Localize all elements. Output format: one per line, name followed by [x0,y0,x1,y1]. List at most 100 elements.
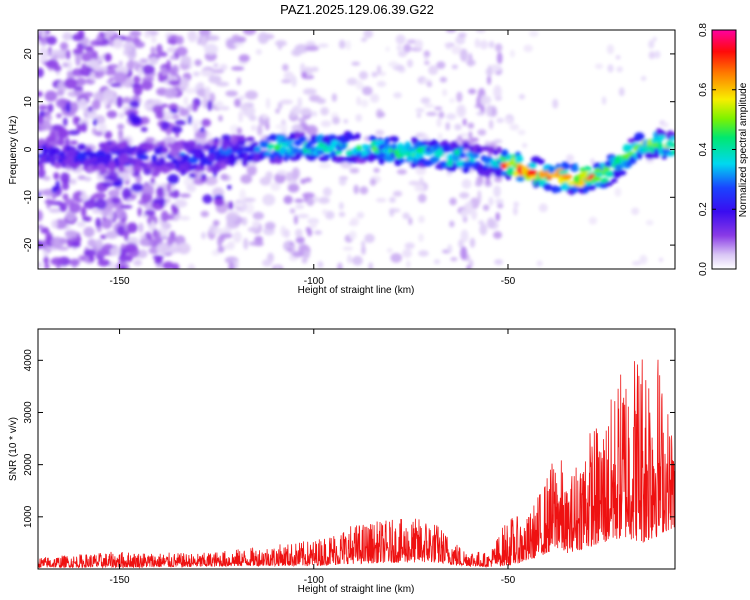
heatmap-cell [404,242,415,250]
heatmap-cell [377,111,386,118]
heatmap-cell [631,261,642,266]
heatmap-cell [485,104,493,117]
heatmap-cell [225,38,239,50]
heatmap-cell [314,230,323,235]
heatmap-cell [68,129,80,136]
heatmap-cell [162,136,177,144]
heatmap-cell [194,59,202,67]
heatmap-cell [138,66,144,77]
heatmap-cell [355,145,362,151]
heatmap-cell [77,30,85,40]
heatmap-cell [68,202,82,214]
heatmap-cell [261,114,268,120]
heatmap-cell [56,89,65,97]
heatmap-cell [291,124,303,134]
heatmap-cell [143,167,152,176]
heatmap-cell [590,158,595,165]
heatmap-cell [46,35,57,45]
heatmap-cell [640,75,647,81]
heatmap-cell [460,208,468,218]
heatmap-cell [274,172,286,184]
heatmap-cell [476,164,483,172]
heatmap-cell [274,265,281,269]
heatmap-cell [601,96,607,105]
heatmap-cell [171,189,180,199]
heatmap-cell [118,153,130,165]
heatmap-cell [57,137,65,147]
heatmap-cell [62,62,70,68]
heatmap-cell [445,30,457,33]
heatmap-cell [445,42,452,50]
heatmap-cell [460,229,469,243]
heatmap-cell [43,249,49,257]
heatmap-cell [658,257,663,263]
heatmap-cell [167,173,180,185]
heatmap-cell [142,64,155,75]
heatmap-cell [418,233,424,242]
heatmap-cell [129,100,140,108]
heatmap-cell [148,56,159,66]
heatmap-cell [411,136,419,144]
heatmap-cell [49,130,57,143]
heatmap-cell [364,233,375,243]
heatmap-cell [58,127,68,140]
heatmap-cell [639,254,648,265]
heatmap-cell [168,191,174,198]
heatmap-cell [160,69,169,76]
heatmap-cell [212,68,225,74]
heatmap-cell [167,69,175,75]
heatmap-cell [479,223,488,236]
heatmap-cell [80,206,87,218]
heatmap-cell [96,34,103,43]
heatmap-cell [445,122,451,131]
heatmap-cell [89,254,95,262]
heatmap-cell [118,112,125,119]
heatmap-cell [389,196,396,203]
heatmap-cell [294,198,304,203]
heatmap-cell [395,34,406,45]
heatmap-cell [648,51,656,60]
heatmap-cell [360,37,368,42]
heatmap-cell [438,111,445,119]
heatmap-cell [446,113,457,120]
heatmap-cell [408,217,413,226]
heatmap-cell [83,249,97,257]
colorbar: 0.0 0.2 0.4 0.6 0.8 Normalized spectral ampl… [698,23,749,276]
heatmap-cell [292,105,300,116]
heatmap-cell [282,63,289,72]
heatmap-cell [468,88,477,95]
heatmap-cell [538,203,548,213]
heatmap-cell [554,186,563,193]
heatmap-cell [83,199,98,210]
heatmap-cell [77,175,86,180]
heatmap-cell [214,197,225,207]
heatmap-cell [141,79,153,91]
spectrogram-y-tick-label: -20 [23,237,34,252]
heatmap-cell [418,250,429,257]
heatmap-cell [264,151,272,156]
heatmap-cell [493,168,504,178]
heatmap-cell [176,35,184,45]
heatmap-cell [219,233,233,239]
heatmap-cell [250,124,257,132]
heatmap-cell [193,123,198,134]
heatmap-cell [439,76,448,83]
heatmap-cell [669,136,675,141]
heatmap-cell [164,167,172,173]
heatmap-cell [205,35,220,41]
heatmap-cell [59,42,69,51]
heatmap-cell [231,66,245,71]
heatmap-cell [126,149,133,156]
heatmap-cell [73,86,84,91]
heatmap-cell [373,167,380,173]
heatmap-cell [188,173,197,179]
heatmap-cell [180,55,192,66]
heatmap-cell [38,104,48,111]
heatmap-cell [378,156,385,165]
heatmap-cell [670,143,675,148]
heatmap-cell [461,178,472,189]
heatmap-cells [38,30,675,269]
heatmap-cell [426,81,433,88]
heatmap-cell [461,141,470,150]
heatmap-cell [345,40,351,51]
